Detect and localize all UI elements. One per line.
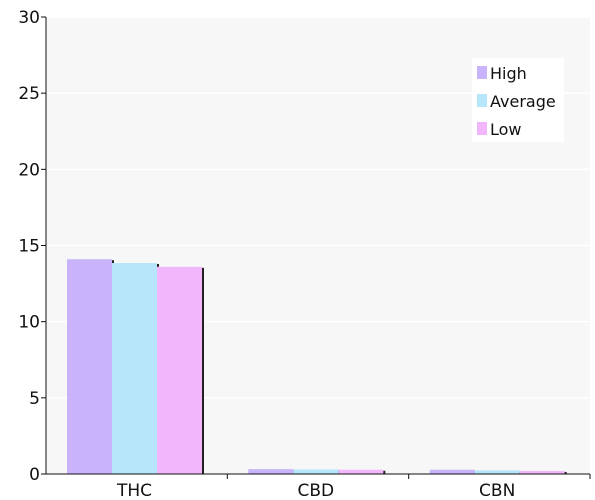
legend-swatch-low xyxy=(477,122,487,135)
y-tick-label: 25 xyxy=(18,84,40,104)
bar-low-thc xyxy=(157,266,202,474)
y-tick-label: 10 xyxy=(18,313,40,333)
y-tick-label: 30 xyxy=(18,8,40,28)
legend-swatch-average xyxy=(477,94,487,107)
y-tick-label: 5 xyxy=(29,389,40,409)
x-axis-ticks: THC CBD CBN xyxy=(116,474,591,500)
legend-label-average: Average xyxy=(490,92,556,111)
bar-high-thc xyxy=(67,259,112,474)
y-tick-label: 20 xyxy=(18,160,40,180)
bar-average-cbn xyxy=(474,470,520,474)
legend-swatch-high xyxy=(477,66,487,79)
y-tick-label: 0 xyxy=(29,465,40,485)
bar-high-cbn xyxy=(429,469,475,474)
bars xyxy=(67,259,567,474)
y-axis-ticks: 0 5 10 15 20 25 30 xyxy=(18,8,46,485)
x-tick-label: CBD xyxy=(298,481,335,500)
bar-low-cbd xyxy=(338,469,384,474)
legend-label-low: Low xyxy=(490,120,522,139)
bar-average-cbd xyxy=(293,469,339,474)
legend-box xyxy=(472,58,564,142)
bar-average-thc xyxy=(112,263,157,474)
x-tick-label: THC xyxy=(116,481,152,500)
legend: High Average Low xyxy=(472,58,564,142)
legend-label-high: High xyxy=(490,64,527,83)
y-tick-label: 15 xyxy=(18,237,40,257)
bar-low-cbn xyxy=(519,470,565,474)
x-tick-label: CBN xyxy=(479,481,515,500)
bar-high-cbd xyxy=(248,469,294,474)
